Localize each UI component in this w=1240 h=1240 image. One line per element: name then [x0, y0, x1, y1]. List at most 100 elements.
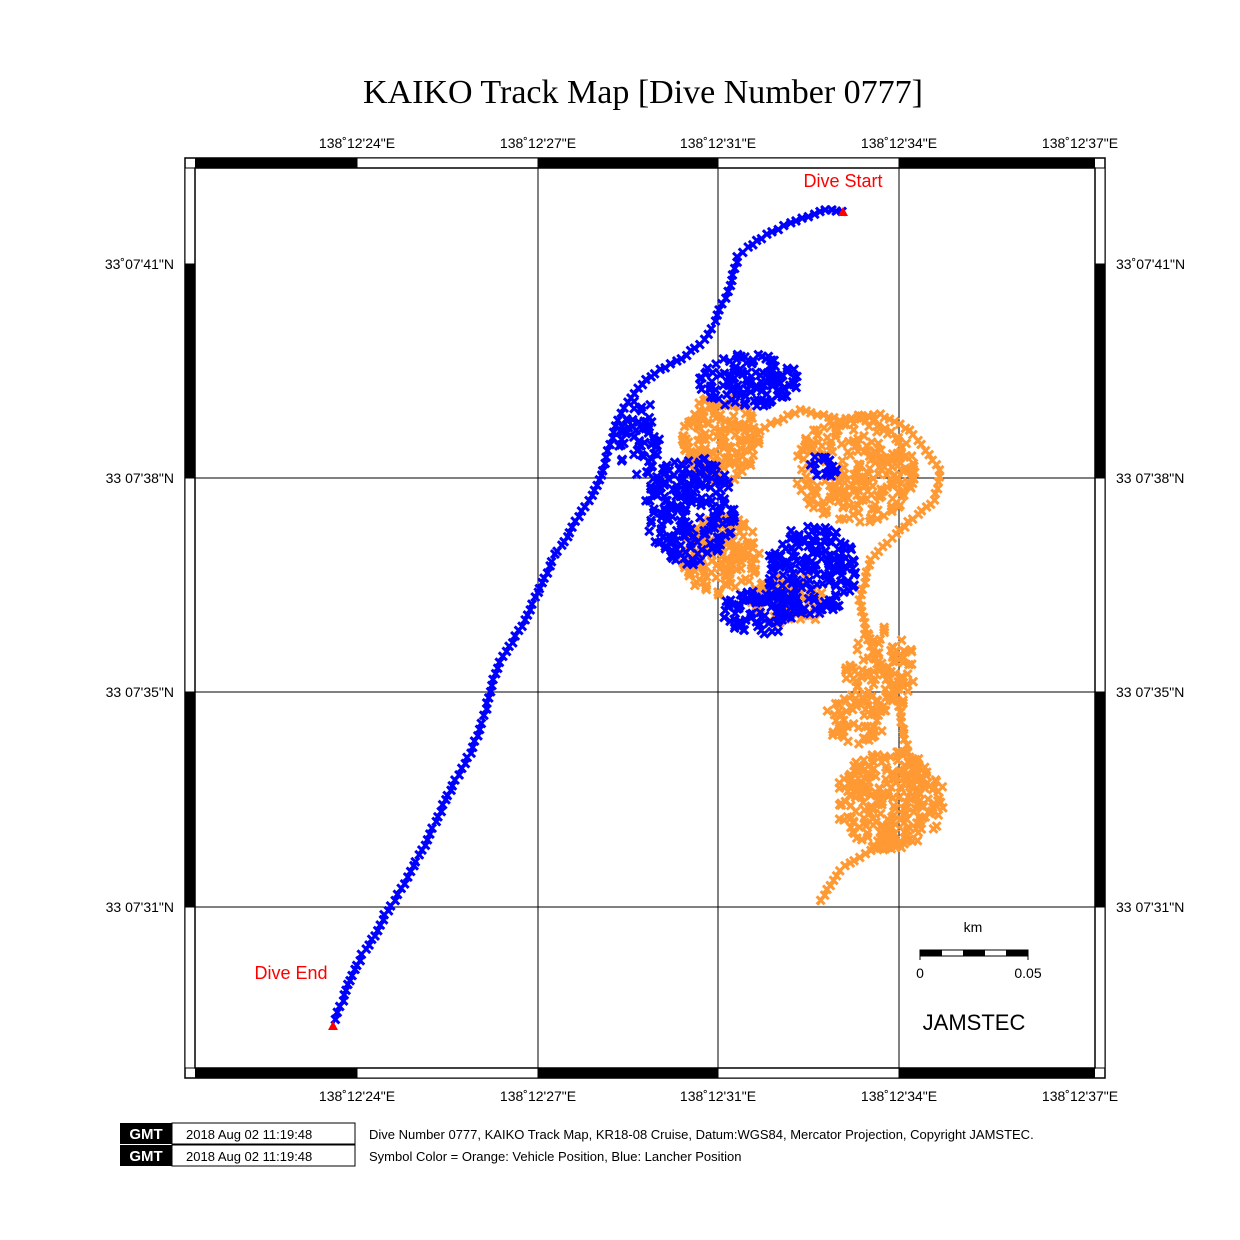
- position-marker: [930, 800, 941, 811]
- lat-tick-label: 33 07'38"N: [1116, 470, 1184, 486]
- position-marker: [711, 358, 722, 370]
- position-marker: [718, 353, 729, 364]
- lat-tick-label: 33 07'31"N: [1116, 899, 1184, 915]
- position-marker: [931, 776, 942, 787]
- dive-start-label: Dive Start: [803, 171, 882, 191]
- position-marker: [875, 445, 886, 456]
- position-marker: [801, 471, 812, 482]
- position-marker: [809, 209, 820, 220]
- position-marker: [770, 369, 781, 380]
- position-marker: [504, 641, 515, 652]
- position-marker: [806, 564, 817, 575]
- position-marker: [660, 543, 671, 554]
- position-marker: [629, 403, 640, 414]
- position-marker: [725, 616, 736, 627]
- position-marker: [869, 448, 881, 459]
- position-marker: [730, 396, 741, 408]
- position-marker: [745, 386, 756, 397]
- position-marker: [899, 522, 911, 533]
- position-marker: [634, 440, 645, 451]
- position-marker: [895, 452, 906, 464]
- position-marker: [838, 500, 849, 512]
- timestamp-1: 2018 Aug 02 11:19:48: [186, 1127, 312, 1142]
- position-marker: [688, 531, 700, 542]
- position-marker: [856, 834, 867, 845]
- position-marker: [785, 572, 796, 583]
- position-marker: [650, 536, 661, 547]
- position-marker: [816, 587, 827, 599]
- position-marker: [852, 446, 863, 457]
- position-marker: [645, 453, 656, 464]
- position-marker: [725, 527, 736, 538]
- position-marker: [728, 504, 739, 515]
- position-marker: [693, 419, 704, 430]
- position-marker: [845, 782, 856, 793]
- position-marker: [825, 440, 836, 451]
- position-marker: [829, 709, 840, 720]
- frame-border-top: [195, 157, 1095, 169]
- position-marker: [600, 458, 611, 469]
- position-marker: [902, 802, 913, 813]
- position-marker: [714, 588, 725, 599]
- position-marker: [713, 533, 724, 544]
- position-marker: [745, 440, 757, 451]
- position-marker: [817, 578, 828, 589]
- position-marker: [720, 563, 731, 574]
- position-marker: [683, 455, 694, 467]
- position-marker: [734, 526, 745, 537]
- position-marker: [814, 206, 826, 217]
- position-marker: [912, 835, 923, 846]
- position-marker: [604, 439, 616, 450]
- position-marker: [688, 486, 699, 498]
- position-marker: [893, 436, 904, 447]
- position-marker: [885, 645, 897, 656]
- position-marker: [771, 617, 783, 628]
- position-marker: [667, 537, 678, 548]
- position-marker: [700, 582, 711, 593]
- position-marker: [815, 895, 826, 906]
- map-title: KAIKO Track Map [Dive Number 0777]: [363, 74, 923, 111]
- position-marker: [848, 760, 860, 771]
- position-marker: [875, 827, 886, 838]
- position-marker: [886, 506, 897, 517]
- position-marker: [805, 407, 816, 418]
- position-marker: [637, 423, 648, 434]
- position-marker: [740, 545, 751, 556]
- position-marker: [883, 672, 894, 683]
- position-marker: [898, 818, 909, 829]
- position-marker: [789, 603, 800, 615]
- position-marker: [695, 429, 706, 440]
- position-marker: [723, 286, 734, 297]
- position-marker: [854, 822, 865, 833]
- position-marker: [699, 525, 710, 536]
- lon-tick-label: 138˚12'27"E: [500, 135, 576, 151]
- position-marker: [859, 710, 870, 721]
- position-marker: [862, 695, 873, 707]
- position-marker: [698, 576, 709, 587]
- position-marker: [695, 497, 707, 508]
- position-marker: [679, 496, 691, 507]
- position-marker: [485, 686, 496, 697]
- position-marker: [570, 516, 581, 527]
- position-marker: [756, 351, 767, 362]
- footer: GMT GMT 2018 Aug 02 11:19:48 2018 Aug 02…: [120, 1122, 1034, 1167]
- dive-end-label: Dive End: [254, 963, 327, 983]
- position-marker: [545, 560, 556, 571]
- lon-tick-label: 138˚12'24"E: [319, 135, 395, 151]
- position-marker: [366, 934, 377, 945]
- position-marker: [880, 666, 891, 677]
- frame-border-left: [184, 167, 196, 1069]
- position-marker: [836, 729, 847, 741]
- lon-ticks-top: 138˚12'24"E 138˚12'27"E 138˚12'31"E 138˚…: [319, 135, 1118, 151]
- position-marker: [747, 526, 758, 538]
- position-marker: [729, 263, 740, 274]
- lat-ticks-right: 33˚07'41"N 33 07'38"N 33 07'35"N 33 07'3…: [1116, 256, 1185, 915]
- frame-border-right: [1094, 167, 1106, 1069]
- position-marker: [667, 511, 678, 522]
- position-marker: [349, 964, 361, 975]
- position-marker: [788, 364, 800, 375]
- position-marker: [922, 777, 933, 788]
- position-marker: [683, 436, 694, 448]
- position-marker: [730, 430, 741, 441]
